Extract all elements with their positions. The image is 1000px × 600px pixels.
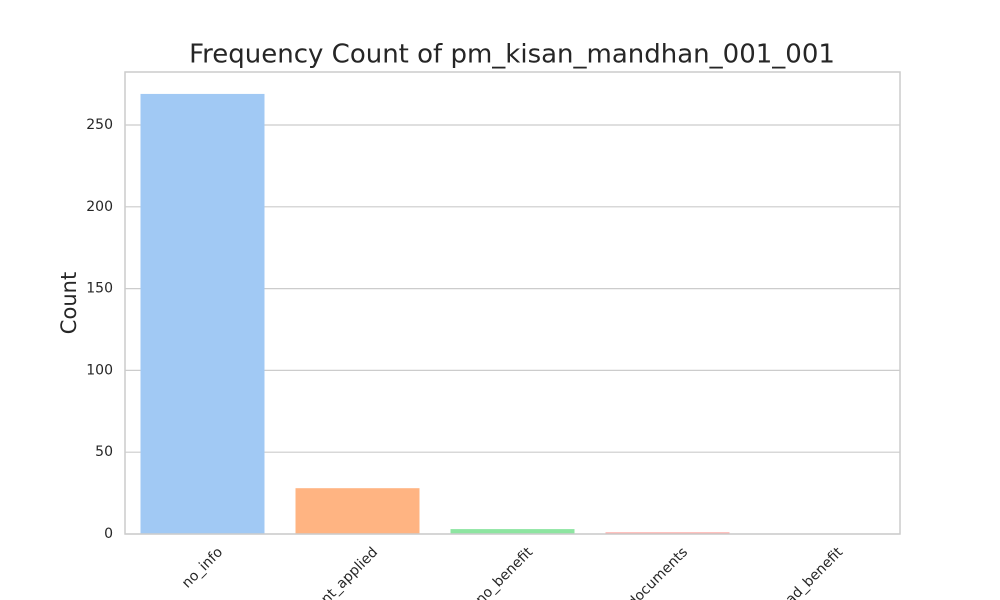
y-tick-label: 50 — [95, 444, 113, 460]
y-tick-label: 200 — [86, 199, 113, 215]
x-tick-label: nt_applied — [318, 544, 381, 600]
chart-title: Frequency Count of pm_kisan_mandhan_001_… — [189, 40, 835, 70]
y-tick-label: 100 — [86, 362, 113, 378]
x-tick-label: documents — [625, 544, 691, 600]
plot-frame — [124, 71, 901, 535]
bar — [450, 529, 575, 534]
y-tick-label: 250 — [86, 117, 113, 133]
x-tick-label: no_info — [179, 544, 226, 591]
bar — [295, 488, 420, 534]
x-tick-label: ad_benefit — [783, 544, 847, 600]
y-tick-label: 150 — [86, 281, 113, 297]
bar — [140, 93, 265, 535]
y-tick-label: 0 — [104, 526, 113, 542]
y-axis-label: Count — [57, 272, 81, 334]
x-tick-label: no_benefit — [473, 544, 537, 600]
bar — [605, 532, 730, 534]
